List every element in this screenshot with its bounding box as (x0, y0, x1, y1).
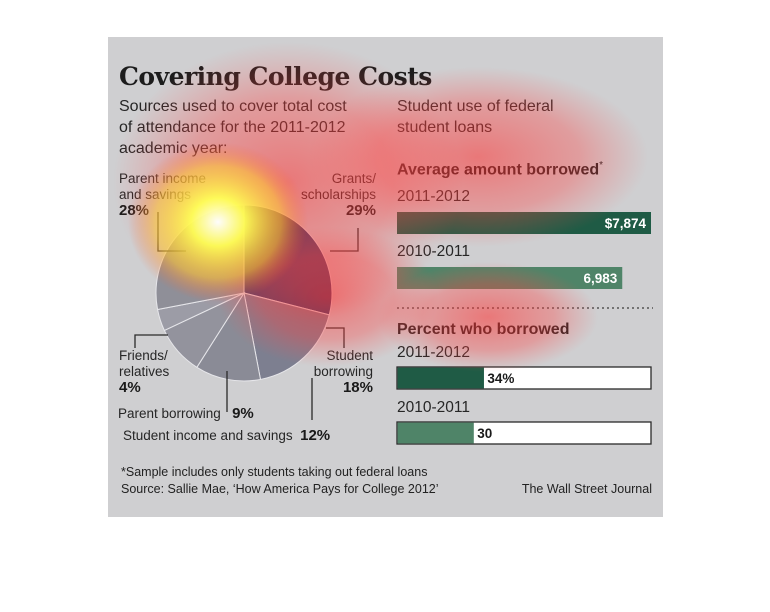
pct-bar-label: 30 (477, 426, 492, 441)
pct-year-2010-2011: 2010-2011 (397, 399, 470, 416)
label-student-income: Student income and savings 12% (123, 428, 330, 444)
pct-bar (397, 422, 474, 444)
label-value: 9% (232, 405, 254, 422)
label-text: and savings (119, 187, 192, 202)
footnote: *Sample includes only students taking ou… (121, 465, 428, 479)
avg-borrowed-heading: Average amount borrowed* (397, 160, 603, 179)
pct-bar-label: 34% (487, 371, 514, 386)
label-text: relatives (119, 364, 170, 379)
avg-year-2011-2012: 2011-2012 (397, 188, 470, 205)
pie-slice (155, 204, 245, 311)
label-text: Friends/ (119, 348, 168, 363)
pct-year-2011-2012: 2011-2012 (397, 344, 470, 361)
avg-year-2010-2011: 2010-2011 (397, 243, 470, 260)
leader-line (326, 327, 345, 348)
label-parent-income: Parent income and savings 28% (119, 171, 206, 219)
pct-bar (397, 367, 484, 389)
leader-line (330, 228, 359, 252)
graphic-panel: Covering College Costs Sources used to c… (108, 37, 663, 517)
label-parent-borrowing: Parent borrowing 9% (118, 406, 254, 422)
credit: The Wall Street Journal (521, 482, 652, 496)
label-friends: Friends/ relatives 4% (119, 348, 169, 396)
label-text: scholarships (300, 187, 376, 202)
chart-canvas: $7,874 6,983 34% 30 (134, 204, 653, 445)
label-value: 28% (119, 202, 150, 219)
leader-line (134, 334, 168, 348)
label-grants: Grants/ scholarships 29% (301, 171, 376, 219)
label-text: borrowing (313, 364, 373, 379)
avg-bar-label: $7,874 (605, 216, 647, 231)
footnote-mark: * (599, 160, 604, 171)
label-text: Student income and savings (123, 428, 293, 443)
label-value: 29% (345, 202, 376, 219)
source-line: Source: Sallie Mae, ‘How America Pays fo… (121, 482, 439, 496)
label-value: 4% (119, 379, 141, 396)
avg-bar-label: 6,983 (583, 271, 617, 286)
label-value: 18% (342, 379, 373, 396)
label-student-borrowing: Student borrowing 18% (314, 348, 373, 396)
avg-borrowed-heading-text: Average amount borrowed (397, 161, 600, 179)
label-text: Student (326, 348, 373, 363)
label-text: Parent borrowing (118, 406, 221, 421)
pct-borrowed-heading: Percent who borrowed (397, 321, 570, 338)
label-text: Grants/ (331, 171, 376, 186)
label-value: 12% (300, 427, 331, 444)
label-text: Parent income (119, 171, 207, 186)
